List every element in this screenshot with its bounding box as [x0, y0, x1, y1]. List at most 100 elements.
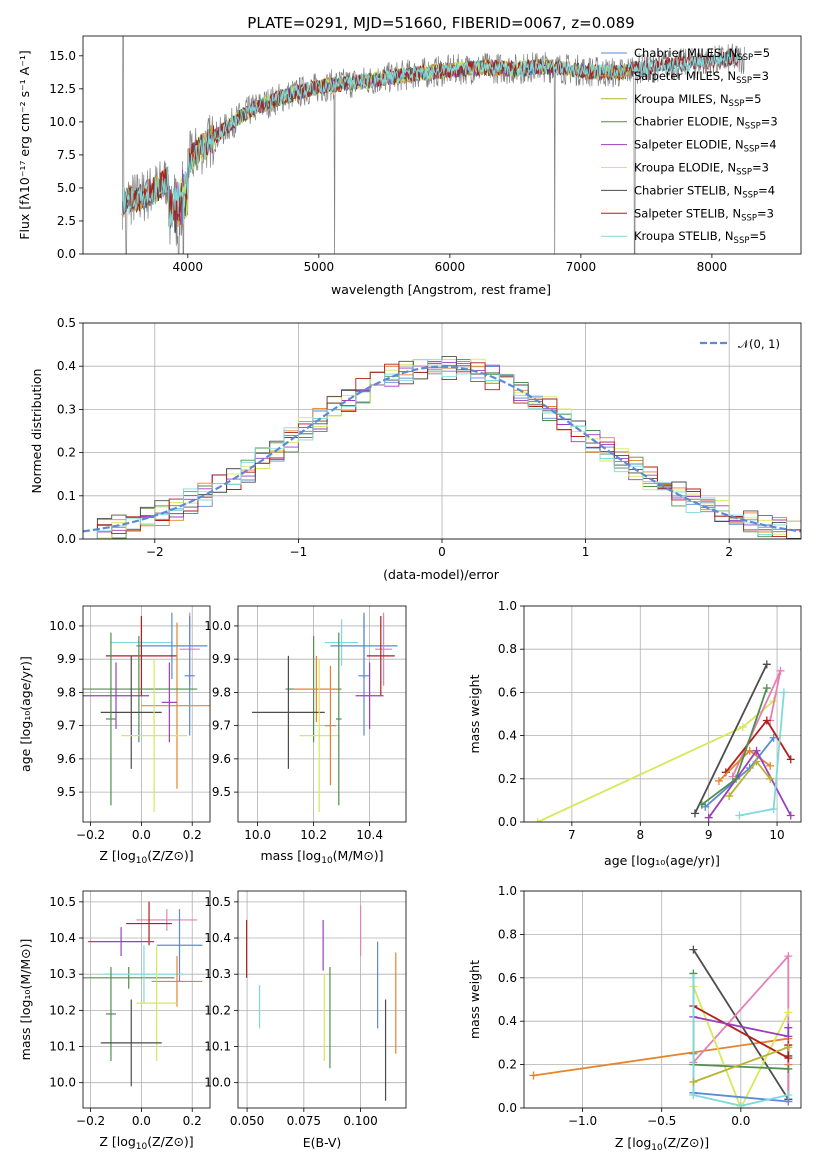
- weight-marker: [762, 660, 771, 669]
- x-tick-label: 5000: [304, 260, 335, 274]
- x-tick-label: 0.0: [132, 1114, 151, 1128]
- legend-eq: =5: [753, 46, 770, 60]
- weight-marker: [776, 666, 785, 675]
- legend-sub: SSP: [737, 53, 753, 63]
- weight-line: [533, 1037, 790, 1077]
- weight-marker: [784, 952, 793, 961]
- weight-marker: [745, 746, 754, 755]
- label-part: (M/M⊙)]: [333, 848, 384, 863]
- y-tick-label: 10.2: [49, 1003, 76, 1017]
- y-tick-label: 10.0: [49, 115, 76, 129]
- label-part: 10: [651, 1143, 663, 1153]
- legend-label: Salpeter MILES, NSSP=3: [634, 69, 769, 86]
- y-axis-label: mass weight: [467, 674, 482, 753]
- grid: [83, 322, 801, 540]
- x-tick-label: 10.4: [356, 828, 383, 842]
- weight-marker: [704, 813, 713, 822]
- x-tick-label: 9: [705, 828, 713, 842]
- histogram-kroupa-stelib: [83, 359, 801, 539]
- weight-marker: [533, 818, 542, 822]
- axes-frame: [237, 605, 407, 823]
- legend-label: 𝒩(0, 1): [738, 337, 780, 351]
- legend-eq: =5: [744, 92, 761, 106]
- normal-curve: [83, 365, 801, 533]
- y-axis-label: Flux [fλ10⁻¹⁷ erg cm⁻² s⁻¹ A⁻¹]: [17, 50, 32, 239]
- y-tick-label: 9.9: [212, 652, 231, 666]
- y-axis-label: mass weight: [467, 960, 482, 1039]
- y-axis-label: age [log₁₀(age/yr)]: [18, 656, 33, 772]
- x-tick-label: 10: [769, 828, 784, 842]
- axes-frame: [523, 605, 802, 823]
- x-axis-label: age [log₁₀(age/yr)]: [604, 853, 720, 868]
- x-tick-label: 4000: [173, 260, 204, 274]
- x-tick-label: 10.0: [244, 828, 271, 842]
- grid: [524, 890, 801, 1109]
- label-part: Z [log: [99, 1134, 135, 1149]
- y-tick-label: 0.5: [57, 316, 76, 330]
- x-axis-label: mass [log10(M/M⊙)]: [260, 848, 383, 866]
- label-part: (Z/Z⊙)]: [147, 1134, 193, 1149]
- legend-sub: SSP: [736, 168, 752, 178]
- weight-marker: [690, 809, 699, 818]
- plot-area: [83, 901, 203, 1087]
- weight-marker: [784, 1090, 793, 1099]
- weight-marker: [714, 776, 723, 785]
- y-tick-label: 5.0: [57, 181, 76, 195]
- y-tick-label: 9.8: [212, 685, 231, 699]
- legend-sub: SSP: [742, 190, 758, 200]
- plot-area: [529, 945, 793, 1108]
- x-tick-label: −0.2: [76, 828, 105, 842]
- x-tick-label: 7000: [566, 260, 597, 274]
- y-tick-label: 9.7: [212, 719, 231, 733]
- y-tick-label: 0.4: [498, 1014, 517, 1028]
- x-tick-label: 0.2: [183, 1114, 202, 1128]
- x-tick-label: 0.100: [343, 1114, 377, 1128]
- axes-frame: [82, 890, 211, 1109]
- weight-marker: [529, 1071, 538, 1080]
- label-part: (Z/Z⊙)]: [663, 1135, 709, 1150]
- x-tick-label: 6000: [435, 260, 466, 274]
- y-tick-label: 9.5: [57, 785, 76, 799]
- x-tick-label: 0.075: [287, 1114, 321, 1128]
- legend-text: Kroupa MILES, N: [634, 92, 729, 106]
- panel-spectrum: 4000 5000 6000 7000 8000 0.0 2.5 5.0 7.5 10.0 12.5…: [17, 14, 802, 297]
- legend-sub: SSP: [745, 122, 761, 132]
- label-part: 10: [321, 856, 333, 866]
- legend-label: Chabrier ELODIE, NSSP=3: [634, 115, 778, 132]
- y-axis-label: Normed distribution: [29, 369, 44, 494]
- y-tick-label: 12.5: [49, 82, 76, 96]
- y-tick-label: 15.0: [49, 49, 76, 63]
- x-tick-label: 8000: [697, 260, 728, 274]
- legend-label: Salpeter ELODIE, NSSP=4: [634, 138, 777, 155]
- weight-line: [692, 986, 790, 1108]
- y-tick-label: 10.4: [49, 931, 76, 945]
- y-tick-label: 0.1: [57, 489, 76, 503]
- y-tick-label: 1.0: [498, 884, 517, 898]
- y-tick-label: 0.4: [498, 729, 517, 743]
- x-tick-label: 0.0: [731, 1114, 750, 1128]
- weight-line: [693, 1046, 789, 1083]
- legend-eq: =4: [760, 138, 777, 152]
- y-tick-label: 2.5: [57, 214, 76, 228]
- y-tick-label: 9.6: [212, 752, 231, 766]
- y-tick-label: 10.0: [49, 1076, 76, 1090]
- weight-marker: [784, 1054, 793, 1063]
- x-tick-label: 0.2: [183, 828, 202, 842]
- weight-marker: [769, 733, 778, 742]
- panel-mass-vs-EBV: 0.050 0.075 0.100 10.0 10.1 10.2 10.3 10.4 10.5 E…: [204, 890, 407, 1150]
- panel-residuals: −2 −1 0 1 2 0.0 0.1 0.2 0.3 0.4 0.5 (data-model)/er…: [29, 316, 802, 582]
- weight-marker: [689, 1077, 698, 1086]
- legend-sub: SSP: [741, 213, 757, 223]
- legend-label: Kroupa STELIB, NSSP=5: [634, 229, 766, 246]
- axes-frame: [82, 35, 802, 255]
- y-tick-label: 0.0: [57, 247, 76, 261]
- y-tick-label: 10.1: [204, 1040, 231, 1054]
- y-tick-label: 9.7: [57, 719, 76, 733]
- y-tick-label: 10.1: [49, 1040, 76, 1054]
- weight-marker: [786, 811, 795, 820]
- panel-weight-vs-age: 7 8 9 10 0.0 0.2 0.4 0.6 0.8 1.0 mass weight age [l…: [467, 599, 802, 868]
- weight-marker: [735, 811, 744, 820]
- legend-text: Kroupa STELIB, N: [634, 229, 734, 243]
